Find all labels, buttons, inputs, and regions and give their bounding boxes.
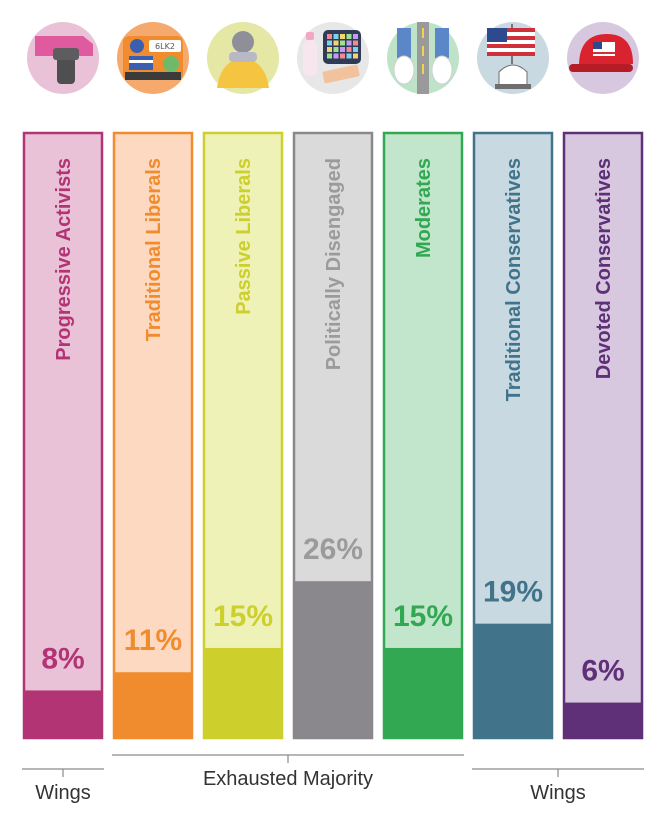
bar-outline <box>562 131 644 740</box>
segment-name-label: Moderates <box>413 158 435 258</box>
bar-background <box>383 132 463 739</box>
group-label: Wings <box>530 782 586 804</box>
bar-value <box>23 690 103 739</box>
segment-bar-group: Politically Disengaged 26% <box>292 131 374 740</box>
segment-bar-group: Traditional Liberals 11% <box>112 131 194 740</box>
red-cap-with-flag-icon <box>567 22 639 94</box>
bar-value <box>563 702 643 739</box>
bar-outline <box>112 131 194 740</box>
group-brackets: Wings Exhausted Majority Wings <box>22 754 644 804</box>
value-label: 11% <box>124 624 182 657</box>
group-label: Exhausted Majority <box>203 768 373 790</box>
value-label: 15% <box>213 600 273 633</box>
segment-name-label: Progressive Activists <box>53 158 75 361</box>
segment-name-label: Traditional Conservatives <box>503 158 525 401</box>
group-label: Wings <box>35 782 91 804</box>
bar-background <box>563 132 643 739</box>
bar-value <box>113 672 193 739</box>
pink-hat-raised-fist-icon <box>27 22 99 94</box>
svg-text:6LK2: 6LK2 <box>155 42 175 51</box>
us-flag-capitol-icon <box>477 22 549 94</box>
bar-outline <box>472 131 554 740</box>
bar-outline <box>382 131 464 740</box>
group-bracket: Wings <box>22 768 104 804</box>
segment-bar-group: Moderates 15% <box>382 131 464 740</box>
car-license-plate-icon: 6LK2 <box>117 22 189 94</box>
bar-background <box>203 132 283 739</box>
sneakers-on-road-icon <box>387 22 459 94</box>
segment-name-label: Passive Liberals <box>233 158 255 315</box>
bar-background <box>113 132 193 739</box>
segment-bar-group: Devoted Conservatives 6% <box>562 131 644 740</box>
segment-name-label: Politically Disengaged <box>323 158 345 370</box>
value-label: 19% <box>483 576 543 609</box>
person-with-sweater-icon <box>207 22 279 94</box>
bar-outline <box>292 131 374 740</box>
bar-value <box>203 647 283 739</box>
bar-value <box>473 623 553 739</box>
segment-icons: 6LK2 <box>27 22 639 94</box>
value-label: 15% <box>393 600 453 633</box>
value-label: 26% <box>303 533 363 566</box>
bar-value <box>293 581 373 739</box>
segment-name-label: Devoted Conservatives <box>593 158 615 379</box>
bar-outline <box>22 131 104 740</box>
segment-bars: Progressive Activists 8% Traditional Liber… <box>22 131 644 740</box>
group-bracket: Exhausted Majority <box>112 754 464 790</box>
segment-bar-group: Passive Liberals 15% <box>202 131 284 740</box>
value-label: 8% <box>41 642 84 675</box>
phone-apps-baby-bottle-icon <box>297 22 369 94</box>
segment-name-label: Traditional Liberals <box>143 158 165 341</box>
value-label: 6% <box>581 655 624 688</box>
bar-background <box>23 132 103 739</box>
segment-bar-group: Traditional Conservatives 19% <box>472 131 554 740</box>
bar-value <box>383 647 463 739</box>
group-bracket: Wings <box>472 768 644 804</box>
segment-bar-group: Progressive Activists 8% <box>22 131 104 740</box>
bar-outline <box>202 131 284 740</box>
